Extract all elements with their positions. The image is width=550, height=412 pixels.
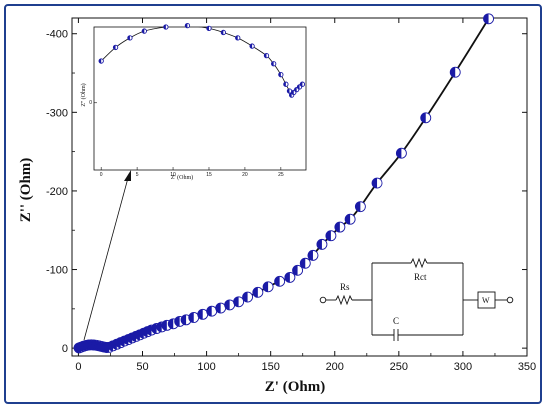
circuit-label-c: C: [393, 316, 399, 326]
inset-data-point: [283, 81, 289, 87]
inset-x-tick-label: 20: [242, 172, 248, 178]
data-point: [299, 257, 311, 269]
data-point: [206, 305, 218, 317]
x-axis-title: Z' (Ohm): [265, 379, 325, 395]
inset-axis-ticks: 0 5 10 15 20 25 0: [89, 100, 284, 178]
data-point: [420, 112, 432, 124]
y-tick-label: 0: [62, 343, 68, 355]
y-tick-label: -200: [46, 186, 68, 198]
inset-data-point: [249, 43, 255, 49]
data-point: [449, 66, 461, 78]
inset-data-point: [112, 44, 119, 51]
resistor-rs: [335, 294, 353, 306]
inset-x-axis-title: Z' (Ohm): [171, 174, 193, 181]
inset-data-point: [163, 24, 169, 30]
inset-x-tick-label: 25: [278, 172, 284, 178]
y-axis-title: Z'' (Ohm): [18, 158, 34, 223]
circuit-label-w: W: [482, 296, 490, 305]
data-point: [292, 264, 304, 276]
data-point: [284, 271, 296, 283]
circuit-terminal-right: [506, 296, 514, 304]
resistor-rct: [410, 257, 428, 269]
data-point: [215, 302, 227, 314]
inset-data-point: [141, 28, 147, 34]
data-point: [197, 308, 209, 320]
y-tick-label: -400: [46, 29, 68, 41]
inset-data-points: [98, 22, 306, 98]
x-tick-label: 0: [75, 361, 81, 373]
x-tick-label: 100: [197, 361, 215, 373]
x-tick-label: 50: [136, 361, 148, 373]
y-tick-label: -300: [46, 107, 68, 119]
circuit-label-rs: Rs: [340, 282, 350, 292]
data-point: [252, 286, 264, 298]
data-point: [483, 13, 494, 25]
inset-y-axis-title: Z'' (Ohm): [80, 83, 87, 106]
data-point: [224, 299, 236, 311]
inset-data-point: [278, 72, 284, 78]
data-point: [344, 213, 356, 225]
zoom-arrow: [83, 170, 131, 341]
data-point: [307, 249, 319, 261]
data-point: [395, 147, 407, 159]
inset-data-point: [206, 25, 212, 32]
x-tick-label: 200: [326, 361, 344, 373]
inset-x-tick-label: 0: [100, 172, 103, 178]
equivalent-circuit: [319, 257, 514, 341]
inset-data-point: [235, 35, 241, 41]
x-tick-label: 300: [454, 361, 472, 373]
data-point: [242, 291, 254, 303]
inset-background: [94, 27, 306, 170]
data-point: [262, 281, 274, 293]
inset-data-point: [299, 81, 306, 87]
inset-data-point: [291, 89, 297, 96]
data-point: [188, 312, 200, 323]
data-point: [233, 296, 245, 308]
inset-data-point: [127, 35, 133, 41]
inset-data-point: [286, 88, 293, 94]
inset-data-point: [263, 52, 270, 59]
data-point: [316, 238, 328, 250]
inset-data-point: [294, 86, 300, 93]
data-points: [73, 13, 494, 354]
x-tick-label: 150: [261, 361, 279, 373]
circuit-terminal-left: [319, 296, 327, 304]
data-point: [354, 201, 366, 213]
inset-y-tick-label: 0: [89, 100, 92, 106]
y-tick-label: -100: [46, 265, 68, 277]
inset-data-point: [98, 58, 104, 64]
data-point: [371, 177, 383, 189]
inset-x-tick-label: 5: [136, 172, 139, 178]
inset-x-tick-label: 15: [206, 172, 212, 178]
inset-data-point: [220, 29, 227, 36]
x-tick-label: 350: [518, 361, 536, 373]
inset-data-point: [271, 61, 277, 67]
data-point: [274, 275, 286, 287]
plot-area: [71, 17, 528, 357]
data-point: [334, 221, 346, 233]
inset-data-point: [184, 22, 191, 29]
circuit-label-rct: Rct: [414, 272, 427, 282]
inset-x-tick-label: 10: [170, 172, 176, 178]
data-point: [325, 230, 337, 242]
x-tick-label: 250: [390, 361, 408, 373]
